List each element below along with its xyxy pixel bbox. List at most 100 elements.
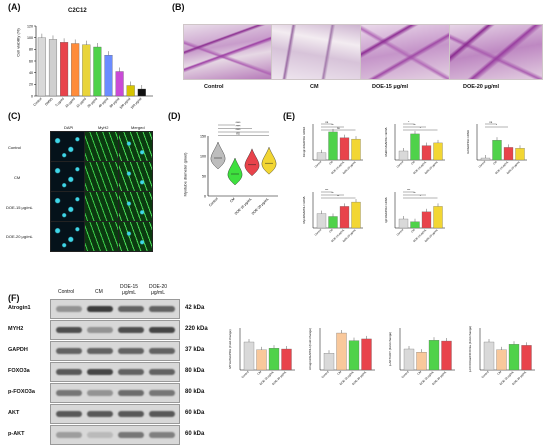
- fluorescence-doe20-merged: [118, 221, 153, 252]
- chart-e-sig-label: *: [420, 126, 421, 130]
- fluorescence-control-merged: [118, 131, 153, 162]
- chart-e-sig-label: *: [496, 123, 497, 127]
- fluorescence-doe20-dapi: [50, 221, 85, 252]
- micrograph-b-label-cm: CM: [310, 84, 319, 90]
- chart-f-bar: [496, 349, 507, 371]
- blot-band: [87, 411, 113, 417]
- chart-f-xtick-label: CM: [336, 369, 342, 375]
- micrograph-b-control: [183, 24, 272, 80]
- row-label-cm: CM: [14, 175, 21, 180]
- chart-a-xtick-label: 5 μg/ml: [55, 97, 65, 107]
- lane-label-doe15: DOE-15 μg/mL: [119, 284, 139, 296]
- chart-f-xtick-label: Control: [400, 370, 409, 379]
- chart-e-sig-label: **: [413, 123, 415, 127]
- chart-e-bar: [421, 145, 432, 161]
- blot-kda-label: 42 kDa: [185, 305, 205, 311]
- blot-band: [149, 390, 175, 396]
- chart-e-sig-label: *: [408, 120, 409, 124]
- chart-a-xtick-label: 10 μg/ml: [64, 97, 76, 109]
- blot-band: [149, 411, 175, 417]
- panel-letter-d: (D): [168, 111, 181, 121]
- chart-e-bar: [339, 206, 350, 229]
- chart-a-xtick-label: DMSO: [44, 97, 54, 107]
- chart-e-bar: [398, 150, 409, 161]
- chart-f-ylabel: p-FOXO3a/FOXO3a (Fold change): [468, 326, 472, 373]
- chart-f-xtick-label: Control: [240, 370, 249, 379]
- chart-f-ylabel: Atrogin1/GAPDH (Fold change): [308, 328, 312, 370]
- chart-f-bar: [336, 332, 347, 371]
- chart-a-bar: [82, 44, 91, 97]
- blot-band: [149, 327, 175, 333]
- chart-e-ylabel: Atrogin1/GAPDH mRNA: [302, 127, 306, 157]
- blot-protein-label: MYH2: [8, 326, 24, 332]
- row-label-doe15: DOE-15 μg/mL: [6, 205, 33, 210]
- chart-f-bar: [361, 338, 372, 371]
- blot-band: [118, 369, 144, 375]
- row-label-doe20: DOE-20 μg/mL: [6, 234, 33, 239]
- chart-d-ytick-label: 100: [200, 154, 206, 158]
- chart-f-ylabel: p-AKT/AKT (Fold change): [388, 332, 392, 366]
- chart-a-bar: [104, 55, 113, 97]
- chart-e-ylabel: MyoD/GAPDH mRNA: [302, 196, 306, 223]
- chart-a-ytick-label: 60: [29, 59, 33, 63]
- chart-d-ytick-label: 50: [202, 174, 206, 178]
- chart-f-bar: [281, 348, 292, 371]
- chart-f-xtick-label: CM: [256, 369, 262, 375]
- chart-f-bar: [428, 340, 440, 371]
- fluorescence-cm-dapi: [50, 161, 85, 192]
- fluorescence-doe20-myh2: [84, 221, 119, 252]
- chart-a-title: C2C12: [68, 8, 87, 14]
- chart-f-xtick-label: Control: [480, 370, 489, 379]
- chart-e-xtick-label: CM: [410, 160, 416, 166]
- chart-d-violin: [210, 141, 226, 170]
- chart-a-bar: [71, 43, 80, 97]
- fluorescence-cm-myh2: [84, 161, 119, 192]
- chart-e-bar: [503, 147, 514, 161]
- chart-e-bar: [351, 201, 361, 229]
- micrograph-b-label-control: Control: [204, 84, 224, 90]
- chart-f-xtick-label: Control: [320, 370, 329, 379]
- chart-e-xtick-label: Control: [477, 160, 486, 169]
- blot-kda-label: 60 kDa: [185, 431, 205, 437]
- chart-e-xtick-label: Control: [313, 228, 322, 237]
- blot-strip: [50, 425, 180, 445]
- micrograph-b-label-doe15: DOE-15 μg/ml: [372, 84, 409, 90]
- panel-letter-f: (F): [8, 293, 20, 303]
- fluorescence-doe15-dapi: [50, 191, 85, 222]
- chart-e-ylabel: IL6/GAPDH mRNA: [466, 130, 470, 154]
- lane-label-doe20: DOE-20 μg/mL: [148, 284, 168, 296]
- blot-band: [56, 348, 82, 354]
- fluorescence-control-dapi: [50, 131, 85, 162]
- chart-e-bar: [433, 142, 443, 161]
- panel-letter-e: (E): [283, 111, 295, 121]
- blot-kda-label: 80 kDa: [185, 389, 205, 395]
- panel-letter-a: (A): [8, 2, 21, 12]
- chart-e-bar: [492, 140, 502, 161]
- channel-label-dapi: DAPI: [64, 125, 74, 130]
- chart-f-bar: [403, 348, 415, 371]
- chart-a-ytick-label: 120: [27, 24, 33, 28]
- chart-e-bar: [316, 152, 327, 161]
- chart-e-sig-label: **: [331, 123, 333, 127]
- blot-band: [149, 348, 175, 354]
- chart-a-bar: [93, 46, 102, 97]
- chart-d-ylabel: Myotube diameter (pixel): [182, 152, 188, 197]
- blot-protein-label: GAPDH: [8, 347, 28, 353]
- chart-a-ytick-label: 0: [31, 94, 33, 98]
- channel-label-merged: Merged: [131, 125, 145, 130]
- chart-e-bar: [328, 131, 338, 161]
- chart-e-bar: [433, 206, 443, 229]
- chart-d-ytick-label: 0: [204, 194, 206, 198]
- blot-protein-label: Atrogin1: [8, 305, 31, 311]
- chart-d-sig-label: ns: [236, 132, 240, 136]
- blot-strip: [50, 320, 180, 340]
- blot-band: [118, 390, 144, 396]
- chart-f-bar: [483, 341, 495, 371]
- blot-band: [56, 369, 82, 375]
- chart-e-sig-label: **: [331, 191, 333, 195]
- blot-strip: [50, 341, 180, 361]
- chart-d-sig-label: ****: [236, 125, 242, 129]
